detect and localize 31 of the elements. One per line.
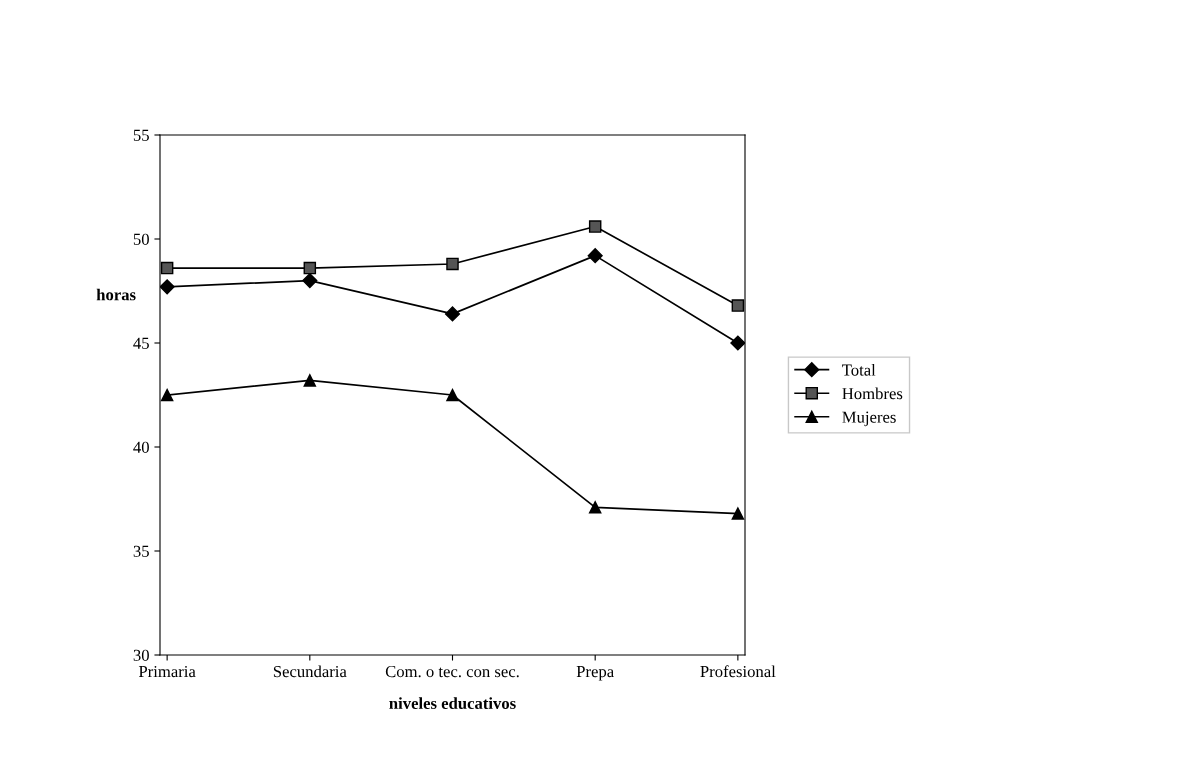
y-tick-label: 50: [133, 233, 149, 245]
legend-label: Hombres: [842, 387, 903, 400]
x-tick-label: Secundaria: [273, 665, 347, 678]
point: [160, 388, 174, 402]
x-tick-label: Profesional: [700, 665, 776, 678]
legend-label: Total: [842, 363, 876, 376]
x-tick-label: Com. o tec. con sec.: [385, 665, 519, 678]
point: [731, 299, 745, 312]
point: [731, 507, 745, 520]
point: [587, 248, 603, 264]
point: [446, 257, 459, 271]
x-tick-label: Primaria: [138, 665, 196, 678]
point: [160, 279, 175, 295]
point: [588, 220, 602, 233]
y-tick-label: 40: [133, 441, 149, 453]
y-tick-label: 45: [133, 337, 149, 349]
y-tick-label: 35: [133, 545, 149, 557]
y-tick-label: 30: [133, 649, 149, 661]
legend-label: Mujeres: [842, 411, 896, 427]
point: [444, 306, 461, 322]
y-tick-label: 55: [133, 129, 149, 141]
x-axis-title: niveles educativos: [389, 697, 516, 709]
point: [730, 335, 745, 351]
point: [302, 273, 318, 289]
point: [446, 388, 459, 402]
point: [303, 374, 317, 387]
point: [160, 261, 174, 275]
point: [588, 501, 602, 514]
point: [303, 261, 317, 275]
y-axis-title: horas: [96, 288, 136, 301]
x-tick-label: Prepa: [576, 666, 614, 681]
